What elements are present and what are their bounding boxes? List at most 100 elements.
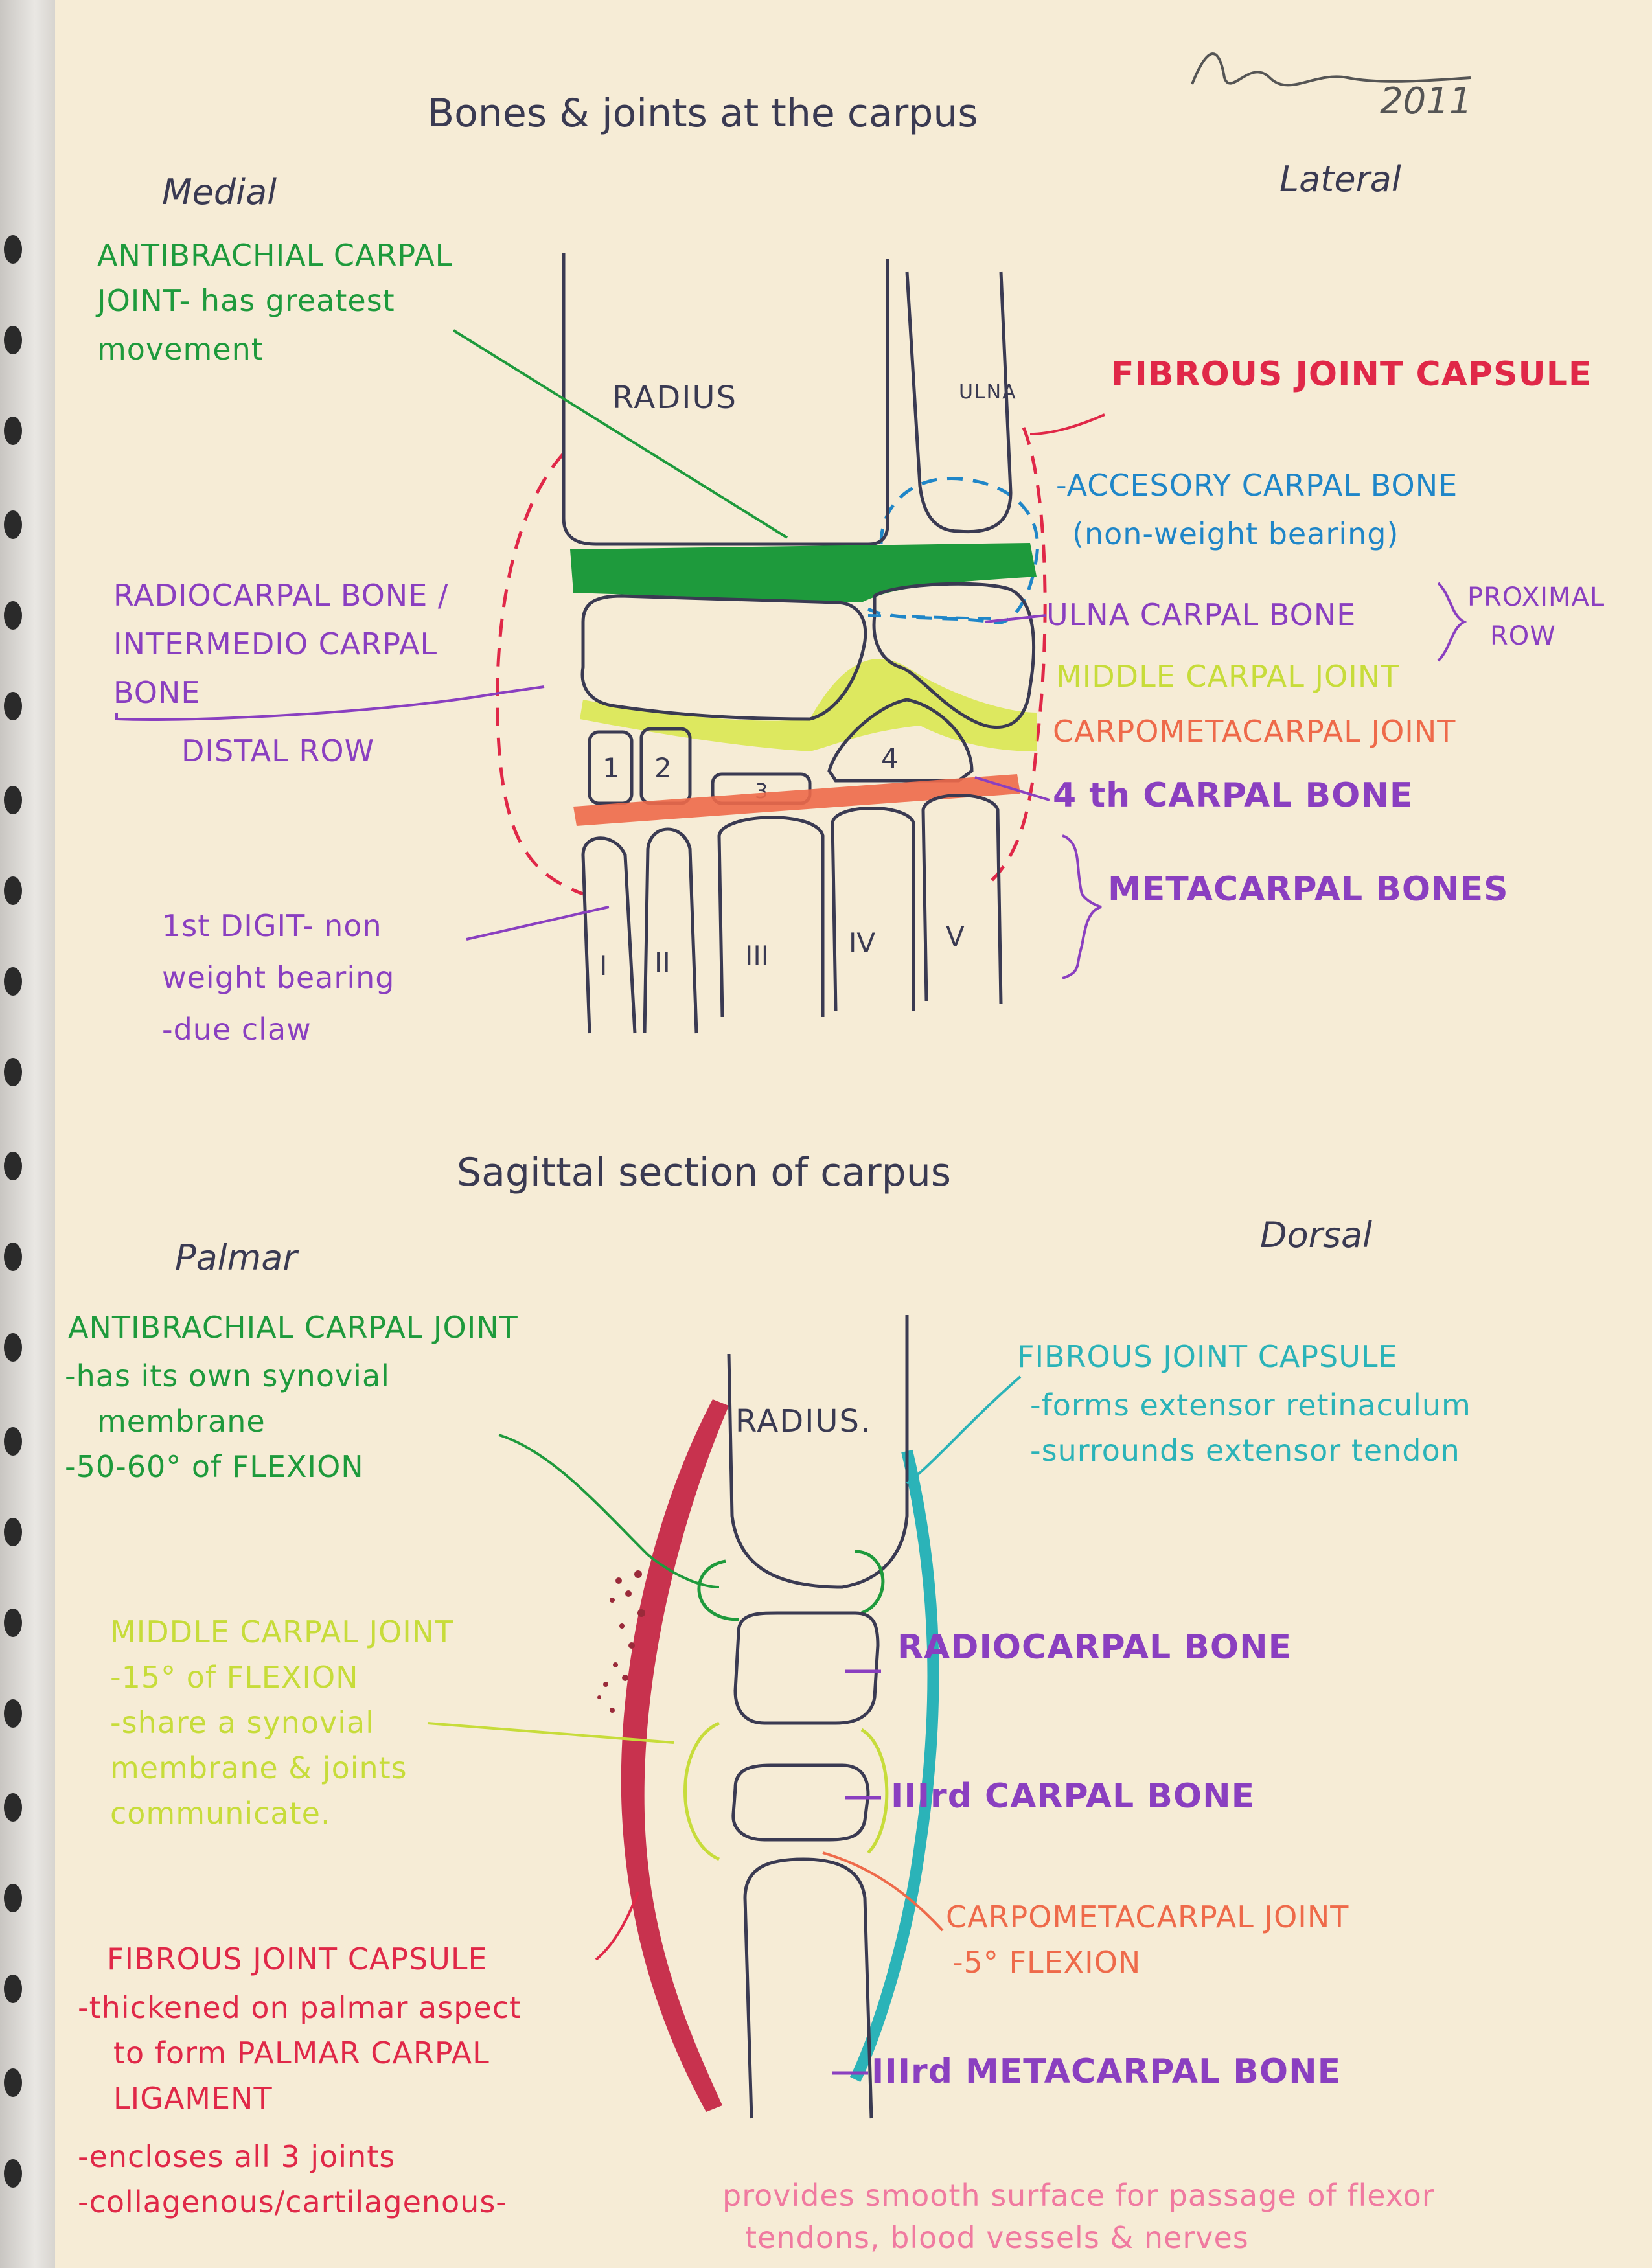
radiocarpal-line-3: BONE — [113, 675, 200, 710]
ulna-carpal-bone-top — [872, 582, 1036, 729]
metacarpal-bones-label: METACARPAL BONES — [1108, 870, 1509, 909]
paper-sheet — [55, 0, 1652, 2268]
ulna-label: ULNA — [959, 381, 1017, 404]
middle-line-5: communicate. — [110, 1796, 331, 1831]
first-digit-line-2: weight bearing — [162, 960, 395, 995]
middle-carpal-band — [580, 658, 1037, 751]
radius-sagittal-label: RADIUS. — [735, 1403, 871, 1439]
dorsal-capsule-line-3: -surrounds extensor tendon — [1030, 1433, 1460, 1468]
palmar-capsule-band — [621, 1399, 729, 2112]
middle-line-1: MIDDLE CARPAL JOINT — [110, 1614, 453, 1649]
proximal-row-brace — [1437, 582, 1467, 662]
palmar-capsule-line-2: -thickened on palmar aspect — [78, 1990, 522, 2025]
metacarpal-numeral-4: IV — [849, 927, 875, 959]
palmar-capsule-line-4: LIGAMENT — [113, 2081, 273, 2116]
binder-holes — [4, 235, 22, 2188]
carpometacarpal-label: CARPOMETACARPAL JOINT — [1053, 714, 1456, 749]
top-fibrous-capsule-label: FIBROUS JOINT CAPSULE — [1111, 355, 1592, 394]
accessory-line-2: (non-weight bearing) — [1072, 516, 1399, 551]
palmar-label: Palmar — [175, 1237, 299, 1278]
carpal-bone-4 — [827, 698, 974, 783]
signature-scribble — [1191, 52, 1471, 87]
accessory-line-1: -ACCESORY CARPAL BONE — [1056, 468, 1458, 503]
top-antibrachial-leader — [452, 329, 788, 539]
palmar-capsule-line-5: -encloses all 3 joints — [78, 2139, 395, 2174]
fourth-carpal-leader — [974, 776, 1050, 801]
radiocarpal-sagittal-label: RADIOCARPAL BONE — [897, 1628, 1292, 1667]
metacarpal-2 — [643, 827, 698, 1034]
cmc-leader — [822, 1851, 944, 1932]
bottom-antibrachial-leader — [498, 1434, 720, 1588]
palmar-capsule-line-1: FIBROUS JOINT CAPSULE — [107, 1942, 488, 1976]
carpal-number-1: 1 — [602, 752, 620, 784]
metacarpal-numeral-3: III — [745, 940, 769, 972]
palmar-capsule-leader — [595, 1891, 639, 1961]
bottom-antibrachial-line-1: ANTIBRACHIAL CARPAL JOINT — [68, 1310, 518, 1345]
medial-label: Medial — [162, 172, 277, 212]
middle-line-4: membrane & joints — [110, 1750, 407, 1785]
first-digit-leader — [466, 906, 610, 941]
radiocarpal-bracket — [115, 685, 545, 721]
third-carpal-sagittal — [731, 1763, 870, 1842]
metacarpal-3 — [717, 816, 825, 1018]
radiocarpal-bone-sagittal — [733, 1611, 880, 1725]
third-metacarpal-label: IIIrd METACARPAL BONE — [871, 2052, 1341, 2091]
radius-bone — [562, 253, 889, 546]
radius-label: RADIUS — [612, 380, 737, 416]
fibrous-capsule-dashed-right — [990, 427, 1047, 882]
provides-line-2: tendons, blood vessels & nerves — [745, 2220, 1249, 2255]
first-digit-line-1: 1st DIGIT- non — [162, 908, 382, 943]
top-antibrachial-line-2: JOINT- has greatest — [95, 283, 395, 318]
metacarpal-numeral-1: I — [599, 950, 607, 981]
bottom-title: Sagittal section of carpus — [457, 1150, 951, 1195]
proximal-row-line-2: ROW — [1490, 621, 1556, 651]
ulna-carpal-label: ULNA CARPAL BONE — [1046, 597, 1356, 632]
palmar-capsule-line-6: -collagenous/cartilagenous- — [78, 2184, 507, 2219]
bottom-antibrachial-line-4: -50-60° of FLEXION — [65, 1449, 364, 1484]
middle-carpal-leader — [427, 1722, 674, 1744]
antibrachial-joint-band — [570, 543, 1037, 602]
ulna-carpal-leader — [984, 614, 1047, 623]
fibrous-capsule-dashed — [496, 452, 584, 896]
provides-line-1: provides smooth surface for passage of f… — [722, 2178, 1435, 2213]
distal-row-label: DISTAL ROW — [181, 733, 374, 768]
metacarpal-numeral-5: V — [946, 921, 965, 952]
signature-year: 2011 — [1380, 80, 1473, 122]
middle-line-2: -15° of FLEXION — [110, 1660, 359, 1695]
metacarpal-numeral-2: II — [654, 946, 671, 978]
middle-carpal-arc-palmar — [683, 1721, 720, 1861]
cmc-line-1: CARPOMETACARPAL JOINT — [946, 1899, 1349, 1934]
ulna-bone — [905, 271, 1013, 534]
dorsal-capsule-line-2: -forms extensor retinaculum — [1030, 1388, 1471, 1423]
middle-carpal-label: MIDDLE CARPAL JOINT — [1056, 659, 1399, 694]
bottom-antibrachial-line-3: membrane — [97, 1404, 266, 1439]
radiocarpal-line-2: INTERMEDIO CARPAL — [113, 626, 437, 661]
first-digit-line-3: -due claw — [162, 1012, 312, 1047]
bottom-antibrachial-line-2: -has its own synovial — [65, 1358, 390, 1393]
carpal-number-4: 4 — [881, 742, 899, 774]
radiocarpal-line-1: RADIOCARPAL BONE / — [113, 578, 448, 613]
palmar-capsule-line-3: to form PALMAR CARPAL — [113, 2035, 490, 2070]
dorsal-capsule-leader — [906, 1375, 1022, 1485]
cmc-line-2: -5° FLEXION — [952, 1945, 1141, 1980]
metacarpal-brace — [1062, 834, 1102, 979]
dorsal-capsule-band — [849, 1449, 939, 2083]
metacarpal-1 — [581, 836, 637, 1034]
dorsal-label: Dorsal — [1260, 1215, 1372, 1255]
metacarpal-4 — [831, 807, 915, 1011]
third-carpal-label: IIIrd CARPAL BONE — [891, 1777, 1255, 1816]
lateral-label: Lateral — [1279, 159, 1401, 200]
carpometacarpal-band — [573, 774, 1020, 826]
antibrachial-arc-dorsal — [855, 1550, 885, 1615]
dorsal-capsule-line-1: FIBROUS JOINT CAPSULE — [1017, 1339, 1398, 1374]
metacarpal-5 — [921, 794, 1003, 1005]
top-antibrachial-line-3: movement — [97, 332, 264, 367]
top-title: Bones & joints at the carpus — [428, 91, 978, 136]
middle-line-3: -share a synovial — [110, 1705, 374, 1740]
radius-sagittal — [727, 1315, 909, 1589]
middle-carpal-arc-dorsal — [860, 1728, 889, 1854]
top-fibrous-leader — [1029, 413, 1105, 435]
proximal-row-line-1: PROXIMAL — [1467, 582, 1605, 612]
